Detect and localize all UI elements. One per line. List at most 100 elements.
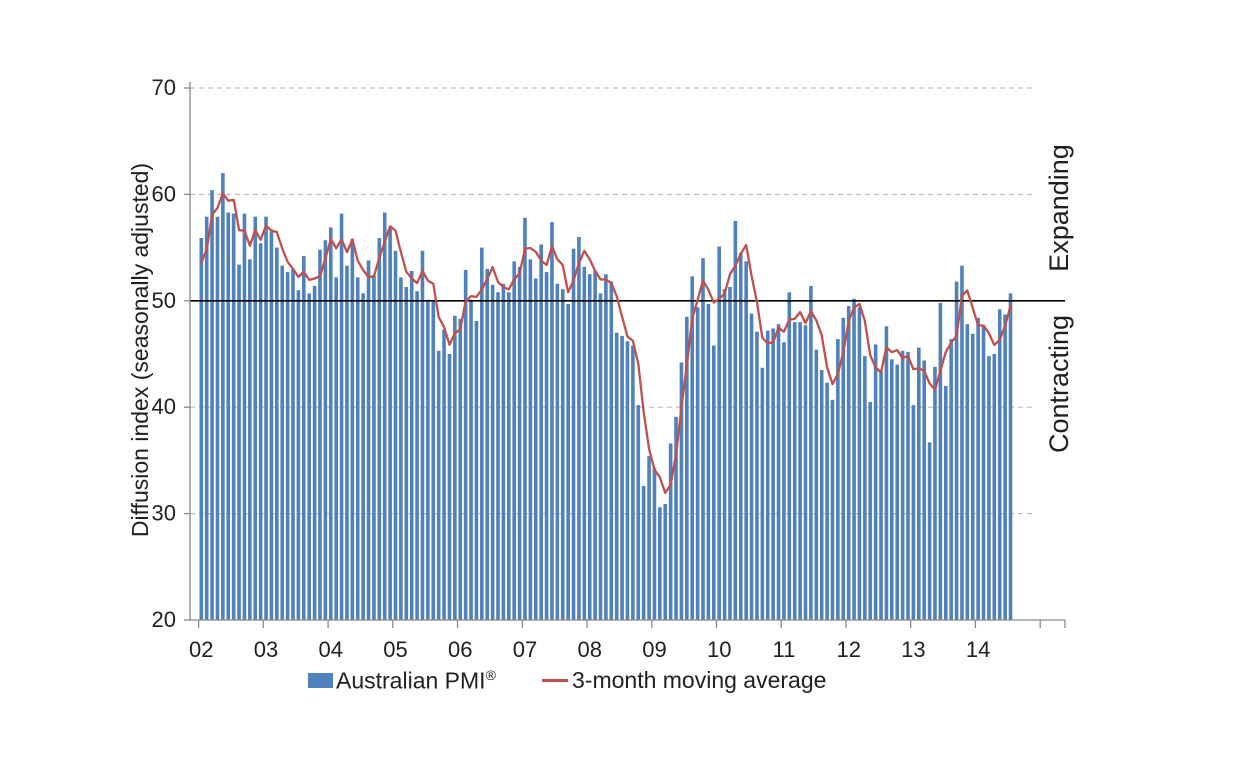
pmi-bar bbox=[690, 276, 695, 620]
pmi-bar bbox=[685, 316, 689, 620]
pmi-bar bbox=[701, 258, 705, 620]
pmi-bar bbox=[738, 252, 743, 620]
pmi-bar bbox=[960, 265, 964, 620]
pmi-bar bbox=[302, 256, 306, 620]
pmi-bar bbox=[641, 485, 646, 620]
y-tick-label: 30 bbox=[152, 501, 176, 526]
pmi-bar bbox=[733, 221, 738, 620]
registered-trademark-symbol: ® bbox=[485, 667, 496, 683]
ma-legend-label: 3-month moving average bbox=[572, 667, 827, 693]
x-tick-label: 09 bbox=[642, 637, 666, 662]
pmi-bars bbox=[199, 173, 1013, 621]
pmi-bar bbox=[706, 304, 711, 620]
x-tick-label: 04 bbox=[319, 637, 343, 662]
pmi-legend-swatch bbox=[308, 673, 333, 688]
pmi-bar bbox=[809, 285, 813, 620]
pmi-bar bbox=[598, 293, 603, 620]
pmi-bar bbox=[631, 345, 635, 620]
pmi-bar bbox=[264, 216, 268, 620]
pmi-bar bbox=[647, 456, 651, 620]
pmi-bar bbox=[577, 237, 581, 620]
pmi-bar bbox=[528, 259, 533, 620]
pmi-bar bbox=[943, 385, 948, 620]
pmi-bar bbox=[328, 227, 333, 620]
pmi-bar bbox=[221, 173, 225, 620]
y-tick-label: 40 bbox=[152, 394, 176, 419]
pmi-bar bbox=[1008, 293, 1013, 620]
pmi-bar bbox=[970, 333, 975, 620]
pmi-bar bbox=[614, 332, 619, 620]
pmi-bar bbox=[933, 366, 937, 620]
pmi-bar bbox=[997, 309, 1002, 620]
axis-ticks bbox=[184, 87, 1066, 628]
pmi-bar bbox=[280, 265, 285, 620]
pmi-bar bbox=[566, 304, 570, 620]
pmi-bar bbox=[819, 370, 824, 620]
pmi-bar bbox=[917, 347, 921, 620]
pmi-bar bbox=[922, 360, 926, 620]
pmi-bar bbox=[275, 247, 279, 620]
pmi-bar bbox=[291, 268, 295, 620]
pmi-bar bbox=[992, 354, 997, 620]
y-tick-label: 70 bbox=[152, 75, 176, 100]
pmi-bar bbox=[771, 328, 775, 620]
pmi-bar bbox=[458, 318, 463, 620]
pmi-bar bbox=[307, 293, 311, 620]
pmi-bar bbox=[749, 313, 754, 620]
pmi-bar bbox=[377, 238, 382, 620]
pmi-bar bbox=[334, 277, 338, 620]
pmi-bar bbox=[830, 399, 835, 620]
pmi-bar bbox=[355, 277, 360, 620]
pmi-bar bbox=[900, 350, 905, 620]
pmi-bar bbox=[965, 324, 970, 620]
contracting-region-label: Contracting bbox=[1044, 314, 1074, 454]
pmi-bar bbox=[442, 329, 446, 620]
pmi-bar bbox=[436, 350, 441, 620]
pmi-bar bbox=[409, 271, 414, 620]
pmi-bar bbox=[312, 285, 317, 620]
pmi-bar bbox=[620, 335, 624, 620]
pmi-bar bbox=[679, 362, 684, 620]
x-tick-label: 02 bbox=[189, 637, 213, 662]
pmi-bar bbox=[782, 342, 786, 620]
pmi-bar bbox=[485, 268, 490, 620]
pmi-legend-label: Australian PMI® bbox=[336, 667, 496, 695]
pmi-bar bbox=[512, 261, 516, 620]
pmi-bar bbox=[765, 330, 770, 620]
pmi-bar bbox=[447, 354, 452, 620]
pmi-bar bbox=[836, 339, 840, 620]
pmi-bar bbox=[372, 275, 376, 620]
pmi-bar bbox=[555, 283, 560, 620]
pmi-bar bbox=[350, 239, 355, 620]
pmi-bar bbox=[501, 283, 506, 620]
x-tick-label: 07 bbox=[513, 637, 537, 662]
pmi-bar bbox=[803, 325, 808, 620]
x-tick-label: 14 bbox=[966, 637, 990, 662]
pmi-bar bbox=[361, 293, 365, 620]
pmi-bar bbox=[857, 307, 862, 620]
pmi-bar bbox=[652, 467, 657, 620]
pmi-bar bbox=[717, 246, 721, 620]
pmi-bar bbox=[927, 442, 932, 620]
pmi-bar bbox=[954, 281, 959, 620]
pmi-bar bbox=[426, 299, 430, 620]
pmi-bar bbox=[399, 277, 403, 620]
pmi-bar bbox=[204, 216, 209, 620]
pmi-bar bbox=[496, 292, 500, 620]
ma-legend-line bbox=[542, 679, 568, 682]
pmi-bar bbox=[339, 213, 344, 620]
pmi-bar bbox=[215, 216, 220, 620]
pmi-bar bbox=[253, 216, 258, 620]
pmi-bar bbox=[852, 298, 856, 620]
pmi-bar bbox=[658, 507, 662, 620]
pmi-bar bbox=[755, 331, 759, 620]
pmi-bar bbox=[431, 300, 436, 620]
x-tick-label: 13 bbox=[901, 637, 925, 662]
pmi-bar bbox=[938, 302, 943, 620]
pmi-bar bbox=[463, 269, 468, 620]
pmi-bar bbox=[593, 271, 597, 620]
pmi-bar bbox=[490, 284, 495, 620]
pmi-bar bbox=[285, 272, 290, 620]
pmi-bar bbox=[523, 217, 527, 621]
